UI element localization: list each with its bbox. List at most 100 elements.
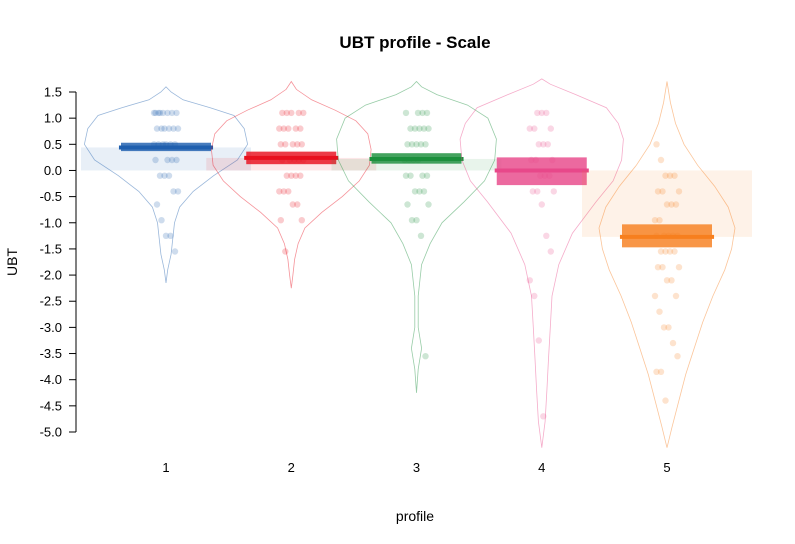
data-point [546,172,553,179]
data-point [155,109,162,117]
data-point [549,156,556,164]
data-point [297,125,304,132]
data-point [541,172,548,179]
data-point [531,292,538,300]
y-tick-label: 0.0 [44,163,62,178]
data-point [408,217,416,224]
data-point [666,248,674,255]
data-point [422,141,429,148]
y-tick-label: -0.5 [40,189,62,204]
violin [598,81,736,448]
y-tick-label: 1.0 [44,111,62,126]
data-point [170,125,177,132]
data-point [538,109,545,117]
x-axis-label: profile [396,508,434,524]
data-point [292,125,299,132]
data-point [663,277,671,284]
data-point [422,353,429,360]
data-point [167,232,174,239]
data-point [656,217,663,224]
data-point [653,368,660,375]
data-point [173,156,180,164]
data-point [300,109,307,117]
data-point [657,368,665,375]
data-point [280,188,287,195]
data-point [168,156,176,164]
data-point [161,172,168,179]
data-point [672,201,680,208]
data-point [404,201,411,208]
y-tick-label: 1.5 [44,85,62,100]
data-point [156,172,164,179]
data-point [651,217,659,224]
data-point [425,201,432,208]
data-point [294,201,301,208]
data-point [528,156,535,164]
x-tick-label: 3 [413,460,420,475]
data-point [297,172,304,179]
data-point [402,109,410,117]
data-point [662,397,669,404]
data-point [152,109,159,117]
data-point [420,125,428,132]
data-point [285,125,292,132]
data-point [659,188,666,195]
data-point [280,125,287,132]
data-point [152,156,159,164]
data-point [420,188,428,195]
x-axis: 1 2 3 4 5 [162,460,670,475]
data-point [656,308,663,315]
data-point [659,264,666,271]
y-tick-label: 0.5 [44,137,62,152]
data-point [526,277,533,284]
data-point [669,339,677,347]
data-point [150,109,158,117]
plot-groups [81,78,752,448]
data-point [298,217,305,224]
data-point [535,337,542,344]
data-point [158,125,165,132]
data-point [173,109,180,117]
data-point [534,188,541,195]
data-point [285,188,292,195]
data-point [538,201,545,208]
y-axis: 1.5 1.0 0.5 0.0 -0.5 -1.0 -1.5 -2.0 -2.5 -3.0 -3.5… [40,85,77,440]
y-tick-label: -3.0 [40,320,62,335]
data-point [159,109,167,117]
data-point [153,201,161,208]
y-tick-label: -1.0 [40,215,62,230]
data-point [288,172,295,179]
data-point [547,125,554,132]
mean-bar [331,158,502,171]
data-point [417,232,425,239]
data-point [654,264,662,271]
data-point [657,156,665,164]
group-4 [459,78,624,448]
data-point [413,217,420,224]
y-tick-label: -1.5 [40,241,62,256]
data-point [165,172,173,179]
data-point [668,201,675,208]
data-point [532,156,539,164]
data-point [662,172,669,179]
x-tick-label: 2 [288,460,295,475]
data-point [419,172,426,179]
violin [336,80,497,393]
data-point [657,248,665,255]
violin [459,78,624,448]
data-point [531,125,538,132]
data-point [407,125,414,132]
data-point [289,141,296,148]
data-point [283,172,290,179]
data-point [416,125,423,132]
data-point [276,125,283,132]
data-point [404,141,411,148]
data-point [547,248,554,255]
data-point [153,125,161,132]
data-point [419,109,426,117]
data-point [277,217,284,224]
data-point [668,277,675,284]
x-tick-label: 4 [538,460,545,475]
data-point [537,172,544,179]
data-point [279,109,286,117]
